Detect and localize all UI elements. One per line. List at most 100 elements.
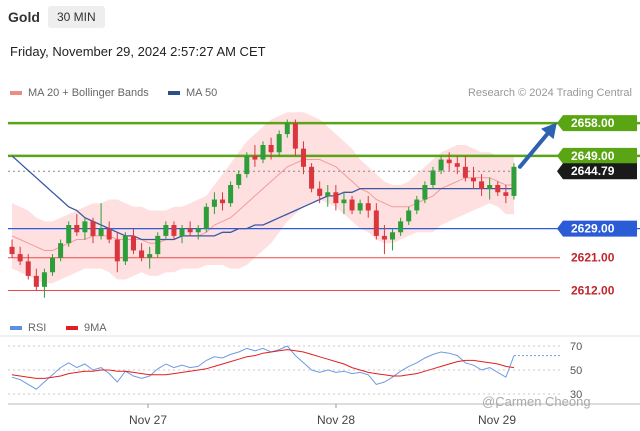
level-badge-resistance: [557, 115, 637, 132]
candle-body: [284, 123, 290, 135]
candle-body: [511, 166, 517, 196]
legend-ma50: MA 50: [168, 87, 217, 99]
candlesticks: [9, 119, 517, 298]
candle-body: [139, 250, 145, 258]
candle-body: [244, 155, 250, 175]
watermark: @Carmen Cheong: [482, 394, 591, 409]
candle-body: [9, 246, 15, 255]
candle-body: [252, 155, 258, 160]
candle-body: [163, 225, 169, 236]
instrument-title: Gold: [8, 9, 40, 25]
candle-body: [171, 225, 177, 236]
rsi-tick-label: 30: [570, 389, 582, 401]
level-badge-current: [557, 163, 637, 180]
candle-body: [106, 228, 112, 240]
legend-ma20: MA 20 + Bollinger Bands: [10, 87, 149, 99]
candle-body: [41, 272, 47, 287]
candle-body: [317, 188, 323, 196]
candle-body: [203, 206, 209, 229]
x-tick-label: Nov 27: [129, 413, 167, 427]
candle-body: [430, 170, 436, 185]
candle-body: [300, 148, 306, 167]
x-tick-label: Nov 29: [478, 413, 516, 427]
candle-body: [479, 181, 485, 189]
candle-body: [211, 199, 217, 207]
level-label-current: 2644.79: [571, 164, 615, 178]
candle-body: [325, 192, 331, 196]
candle-body: [98, 228, 104, 236]
level-label-resistance: 2658.00: [571, 116, 615, 130]
rsi-panel: 70 50 30: [0, 335, 640, 401]
candle-body: [414, 199, 420, 211]
candle-body: [422, 185, 428, 200]
candle-body: [292, 123, 298, 149]
candle-body: [195, 228, 201, 233]
candle-body: [17, 254, 23, 262]
candle-body: [373, 210, 379, 236]
candle-body: [268, 145, 274, 153]
candle-body: [462, 166, 468, 178]
candle-body: [74, 225, 80, 233]
research-credit: Research © 2024 Trading Central: [467, 87, 632, 99]
rsi-ma9-line: [11, 349, 515, 379]
ma50-line: [11, 155, 514, 241]
candle-body: [260, 145, 266, 160]
candle-body: [438, 159, 444, 171]
rsi-tick-label: 50: [570, 365, 582, 377]
level-label-support: 2629.00: [571, 222, 615, 236]
candle-body: [130, 235, 136, 251]
ma20-label: MA 20 + Bollinger Bands: [28, 87, 149, 99]
x-axis: Nov 27 Nov 28 Nov 29: [8, 403, 640, 427]
candle-body: [25, 261, 31, 276]
forecast-arrowhead: [541, 122, 557, 140]
candle-body: [487, 185, 493, 189]
candle-body: [365, 203, 371, 211]
candle-body: [446, 159, 452, 164]
level-badge-support: [557, 220, 637, 237]
candle-body: [495, 185, 501, 193]
candle-body: [220, 199, 226, 204]
candle-body: [341, 199, 347, 204]
candle-body: [236, 174, 242, 185]
candle-body: [381, 235, 387, 240]
candle-body: [276, 134, 282, 153]
legend-9ma: 9MA: [66, 322, 107, 334]
timestamp: Friday, November 29, 2024 2:57:27 AM CET: [10, 44, 266, 59]
candle-body: [33, 275, 39, 287]
rsi-line: [11, 345, 515, 390]
candle-body: [187, 228, 193, 233]
candle-body: [390, 232, 396, 240]
level-label-resistance: 2649.00: [571, 149, 615, 163]
ma50-swatch: [168, 91, 180, 95]
candle-body: [406, 210, 412, 222]
level-label-target: 2612.00: [571, 283, 615, 297]
legend-rsi: RSI: [10, 322, 46, 334]
ma9-label: 9MA: [84, 322, 107, 334]
candle-body: [228, 185, 234, 204]
candle-body: [179, 228, 185, 236]
candle-body: [82, 221, 88, 233]
candle-body: [155, 235, 161, 255]
timeframe-button[interactable]: 30 MIN: [48, 6, 105, 28]
candle-body: [122, 235, 128, 262]
candle-body: [349, 199, 355, 211]
ma50-label: MA 50: [186, 87, 218, 99]
candle-body: [147, 254, 153, 258]
candle-body: [454, 163, 460, 167]
header-bar: Gold 30 MIN: [0, 0, 640, 36]
rsi-swatch: [10, 326, 22, 330]
candle-body: [309, 166, 315, 189]
x-tick-label: Nov 28: [317, 413, 355, 427]
candle-body: [333, 192, 339, 204]
candle-body: [503, 192, 509, 196]
candle-body: [50, 257, 56, 273]
candle-body: [90, 221, 96, 236]
candle-body: [58, 243, 64, 258]
ma20-swatch: [10, 91, 22, 95]
rsi-tick-label: 70: [570, 341, 582, 353]
ma20-line: [11, 159, 514, 251]
candle-body: [114, 239, 120, 262]
forecast-arrow: [517, 122, 557, 169]
